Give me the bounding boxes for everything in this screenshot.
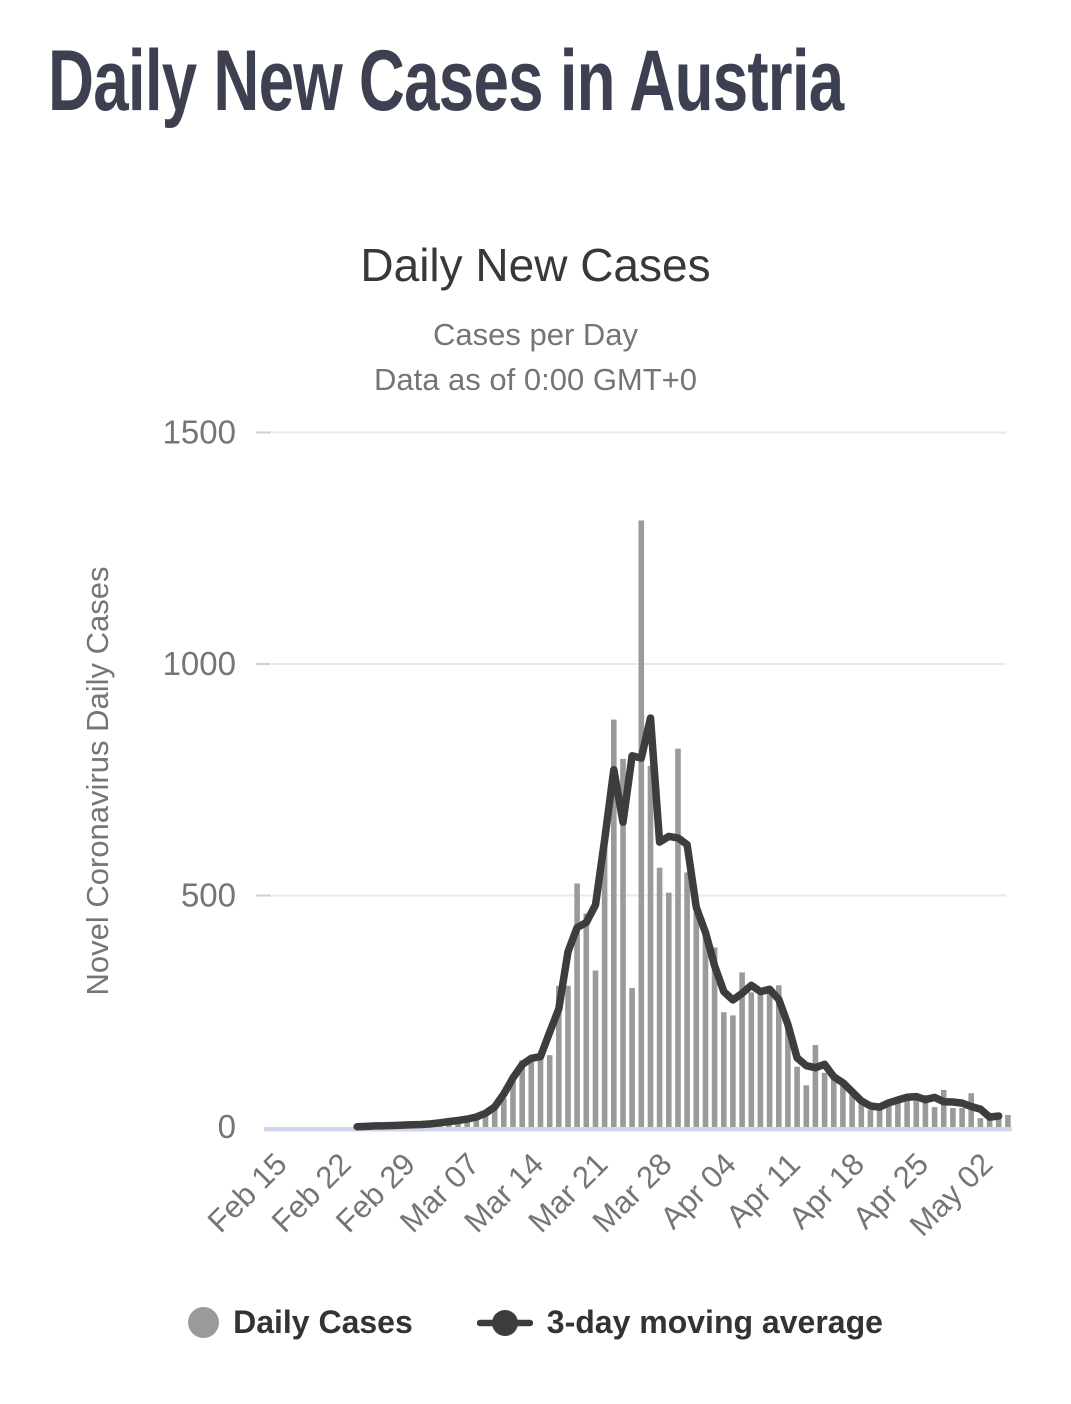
- daily-cases-bar[interactable]: [812, 1045, 819, 1127]
- daily-cases-bar[interactable]: [803, 1085, 810, 1127]
- y-tick-label: 1500: [163, 414, 236, 451]
- daily-cases-bar[interactable]: [739, 972, 745, 1127]
- y-axis-tick-labels: 0 500 1000 1500: [163, 414, 236, 1146]
- y-axis-tick-marks: [256, 431, 271, 897]
- moving-average-swatch-icon: [476, 1309, 533, 1336]
- daily-cases-bar[interactable]: [895, 1096, 901, 1127]
- chart-title: Daily New Cases: [360, 239, 711, 291]
- daily-cases-bar[interactable]: [583, 913, 590, 1127]
- daily-cases-bar[interactable]: [950, 1108, 956, 1127]
- daily-cases-bar[interactable]: [528, 1058, 535, 1128]
- daily-cases-bar[interactable]: [867, 1109, 874, 1127]
- daily-cases-bar[interactable]: [592, 970, 599, 1128]
- daily-cases-legend-label: Daily Cases: [233, 1304, 413, 1340]
- daily-cases-bar[interactable]: [702, 937, 709, 1127]
- daily-cases-bar[interactable]: [565, 985, 571, 1127]
- chart-legend: Daily Cases 3-day moving average: [0, 1304, 1071, 1341]
- daily-cases-bar[interactable]: [977, 1118, 984, 1127]
- daily-cases-bar[interactable]: [556, 985, 562, 1127]
- daily-cases-bar[interactable]: [491, 1108, 498, 1128]
- daily-cases-bar[interactable]: [1005, 1115, 1011, 1127]
- daily-cases-bar[interactable]: [519, 1060, 525, 1127]
- chart-subtitle-line1: Cases per Day: [432, 317, 639, 352]
- daily-cases-bar[interactable]: [482, 1114, 489, 1127]
- daily-cases-bar[interactable]: [675, 748, 681, 1127]
- daily-cases-bar[interactable]: [886, 1105, 892, 1127]
- x-axis-baseline: [264, 1127, 1012, 1132]
- daily-cases-bar[interactable]: [876, 1106, 883, 1127]
- daily-cases-bar[interactable]: [940, 1090, 947, 1127]
- daily-cases-bar[interactable]: [986, 1115, 993, 1127]
- daily-cases-bar[interactable]: [464, 1119, 470, 1127]
- daily-cases-bar[interactable]: [666, 892, 672, 1127]
- y-tick-label: 1000: [163, 645, 236, 682]
- daily-cases-bar[interactable]: [629, 988, 635, 1127]
- chart-subtitle: Cases per Day Data as of 0:00 GMT+0: [0, 312, 1071, 402]
- daily-cases-bar[interactable]: [849, 1090, 855, 1127]
- daily-cases-bar[interactable]: [913, 1096, 920, 1127]
- page-title: Daily New Cases in Austria: [48, 33, 1071, 129]
- daily-cases-bar[interactable]: [510, 1075, 516, 1127]
- daily-cases-bar[interactable]: [831, 1075, 837, 1127]
- moving-average-line[interactable]: [353, 714, 1003, 1131]
- daily-cases-bar[interactable]: [785, 1021, 791, 1127]
- daily-cases-bar[interactable]: [995, 1117, 1002, 1127]
- y-axis-title: Novel Coronavirus Daily Cases: [80, 567, 115, 996]
- daily-cases-bar[interactable]: [858, 1102, 865, 1127]
- daily-cases-bar[interactable]: [693, 912, 700, 1127]
- y-tick-label: 0: [218, 1108, 236, 1145]
- daily-cases-bar[interactable]: [684, 872, 690, 1128]
- daily-cases-bar[interactable]: [721, 1012, 727, 1127]
- daily-cases-bar[interactable]: [840, 1082, 846, 1127]
- daily-cases-bar[interactable]: [501, 1098, 507, 1127]
- daily-cases-bar[interactable]: [748, 992, 755, 1127]
- daily-cases-swatch-icon: [188, 1307, 220, 1338]
- y-tick-label: 500: [181, 877, 236, 914]
- daily-cases-bar[interactable]: [601, 830, 608, 1127]
- daily-cases-bar[interactable]: [473, 1117, 480, 1127]
- daily-cases-bar[interactable]: [711, 947, 718, 1127]
- daily-cases-bar[interactable]: [776, 985, 782, 1127]
- daily-cases-bar[interactable]: [537, 1056, 544, 1127]
- daily-cases-bar[interactable]: [959, 1108, 965, 1127]
- daily-cases-bar[interactable]: [574, 883, 580, 1128]
- daily-cases-bar[interactable]: [794, 1066, 800, 1127]
- daily-cases-bar[interactable]: [766, 991, 773, 1127]
- daily-cases-bar[interactable]: [931, 1107, 938, 1127]
- chart-subtitle-line2: Data as of 0:00 GMT+0: [373, 362, 698, 397]
- legend-item-moving-average[interactable]: 3-day moving average: [476, 1304, 883, 1341]
- moving-average-legend-label: 3-day moving average: [546, 1304, 883, 1340]
- page-title-text: Daily New Cases in Austria: [48, 33, 844, 129]
- daily-cases-bar[interactable]: [656, 867, 663, 1127]
- daily-cases-bar[interactable]: [647, 765, 654, 1127]
- daily-cases-bar[interactable]: [611, 719, 617, 1127]
- daily-cases-bar[interactable]: [730, 1015, 736, 1127]
- daily-cases-bars[interactable]: [363, 520, 1011, 1128]
- daily-cases-bar[interactable]: [757, 991, 764, 1127]
- daily-cases-bar[interactable]: [922, 1095, 929, 1127]
- daily-cases-bar[interactable]: [821, 1072, 828, 1127]
- daily-cases-bar[interactable]: [904, 1097, 910, 1127]
- daily-cases-bar[interactable]: [620, 758, 626, 1127]
- legend-item-daily-cases[interactable]: Daily Cases: [188, 1304, 413, 1341]
- daily-cases-bar[interactable]: [638, 520, 645, 1128]
- daily-cases-bar[interactable]: [546, 1055, 553, 1127]
